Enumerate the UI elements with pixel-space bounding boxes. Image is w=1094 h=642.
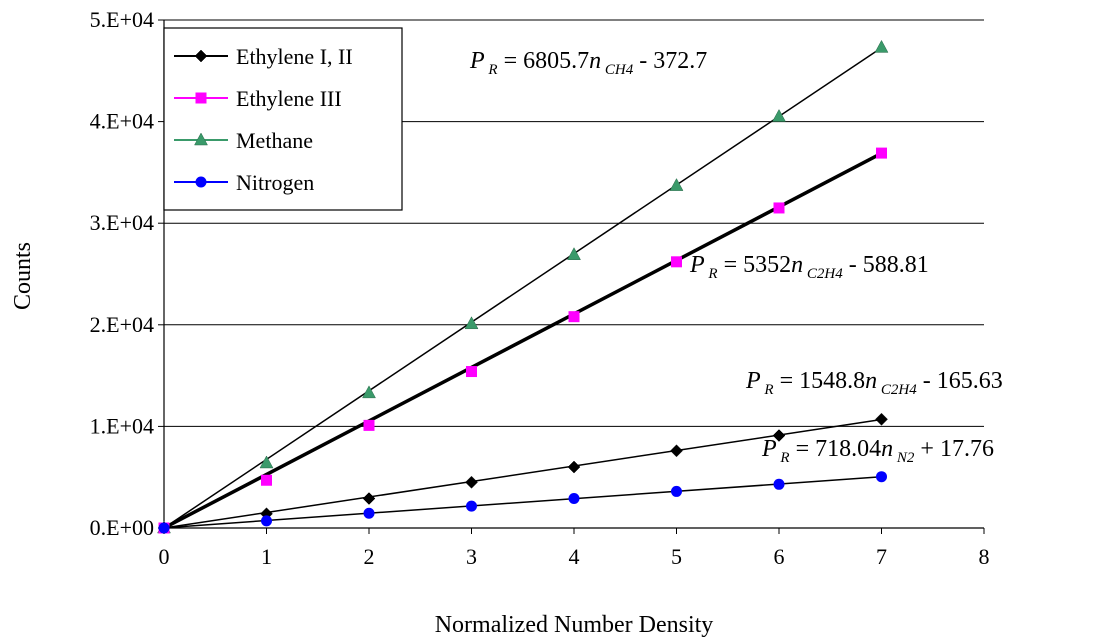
data-point [772,429,786,442]
x-tick-label: 5 [671,544,682,569]
data-point [466,500,477,512]
data-point [158,522,170,534]
fit-line [163,476,882,529]
y-tick-label: 1.E+04 [90,413,154,438]
data-point [773,202,785,214]
data-point [669,178,684,191]
data-point [363,419,375,431]
legend: Ethylene I, II Ethylene III Methane Nitroge… [163,27,403,211]
data-point [464,316,479,330]
legend-swatch-marker [194,132,208,146]
data-point [363,507,375,519]
y-tick-label: 2.E+04 [90,312,154,337]
data-point [567,247,581,260]
tick-labels: 0.E+00 1.E+04 2.E+04 3.E+04 4.E+04 5.E+04 0 1 2 3… [90,7,990,569]
data-point [670,444,683,458]
fit-line [163,47,882,529]
data-point [876,147,887,159]
data-point [567,460,581,474]
y-tick-label: 4.E+04 [90,109,154,134]
x-tick-label: 0 [159,544,170,569]
data-point [261,474,272,486]
equation-label: P R = 6805.7n CH4 - 372.7 [469,48,707,78]
data-point [772,108,786,122]
x-tick-label: 2 [364,544,375,569]
legend-swatch-marker [195,92,207,104]
data-point [259,455,274,469]
data-point [362,385,376,399]
fit-line [163,151,883,530]
data-point [568,311,580,323]
data-point [773,478,785,490]
y-tick-label: 5.E+04 [90,7,154,32]
legend-label: Methane [236,128,313,153]
data-point [671,485,682,497]
fit-line [163,418,882,529]
equation-label: P R = 718.04n N2 + 17.76 [761,436,994,466]
equation-label: P R = 1548.8n C2H4 - 165.63 [745,368,1003,398]
legend-swatch-marker [194,49,208,63]
fit-lines [163,47,883,530]
y-tick-label: 3.E+04 [90,210,154,235]
data-point [261,515,272,527]
data-point [876,471,887,483]
x-tick-label: 4 [569,544,580,569]
x-tick-label: 8 [979,544,990,569]
y-tick-label: 0.E+00 [90,515,154,540]
data-point [465,475,478,489]
x-tick-label: 3 [466,544,477,569]
data-point [874,39,889,53]
equation-annotations: P R = 6805.7n CH4 - 372.7 P R = 5352n C2H… [469,48,1003,466]
x-tick-label: 6 [774,544,785,569]
legend-swatch-marker [195,176,207,188]
equation-label: P R = 5352n C2H4 - 588.81 [689,252,929,282]
data-point [568,493,580,505]
data-point [466,366,477,378]
data-point [362,492,376,505]
x-tick-label: 7 [876,544,887,569]
legend-label: Ethylene I, II [236,44,353,69]
legend-label: Ethylene III [236,86,342,111]
legend-label: Nitrogen [236,170,314,195]
y-axis-label: Counts [10,242,36,310]
x-tick-label: 1 [261,544,272,569]
x-axis-label: Normalized Number Density [435,612,714,638]
data-point [671,256,682,268]
data-point [875,412,888,426]
data-points [157,39,889,535]
